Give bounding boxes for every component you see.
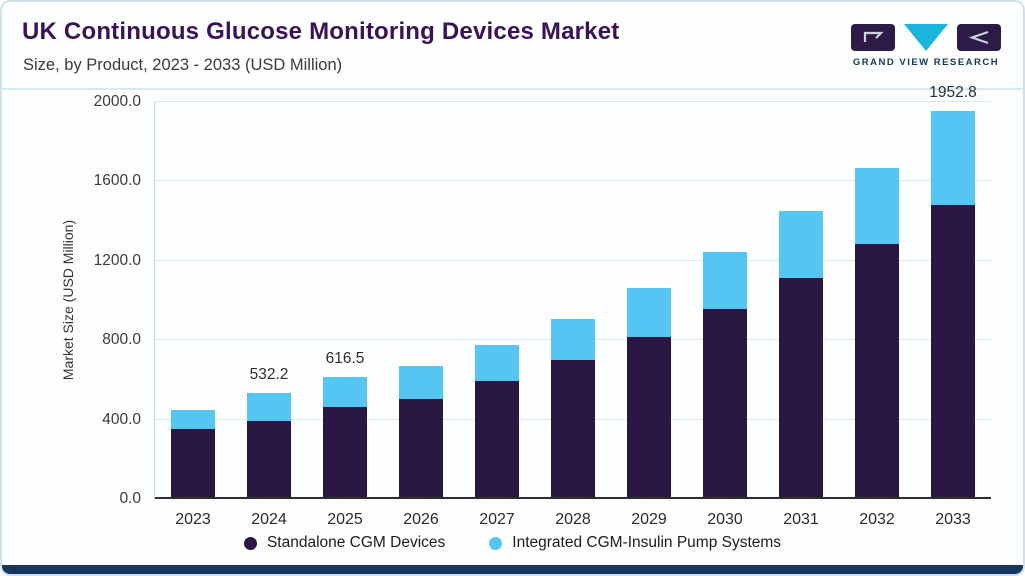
legend-swatch-integrated <box>489 536 503 550</box>
y-tick-label: 2000.0 <box>93 93 141 110</box>
bar-segment-standalone <box>551 360 595 499</box>
x-tick-label: 2028 <box>555 511 591 528</box>
chart-subtitle: Size, by Product, 2023 - 2033 (USD Milli… <box>23 56 343 74</box>
logo-shapes <box>851 24 1001 52</box>
x-tick-label: 2026 <box>403 511 439 528</box>
bar-segment-standalone <box>475 380 519 499</box>
logo-square-left <box>851 24 895 51</box>
x-tick-label: 2032 <box>859 511 895 528</box>
bar-segment-integrated <box>247 393 291 421</box>
logo-triangle-icon <box>904 24 948 51</box>
bar-2025 <box>323 376 367 499</box>
x-tick-label: 2029 <box>631 511 667 528</box>
bar-2030 <box>703 251 747 499</box>
bar-segment-standalone <box>703 309 747 499</box>
x-tick-label: 2023 <box>175 511 211 528</box>
x-tick-label: 2024 <box>251 511 287 528</box>
bar-segment-standalone <box>931 205 975 499</box>
x-axis-line <box>155 497 991 499</box>
bar-segment-integrated <box>323 376 367 408</box>
bar-segment-integrated <box>171 409 215 429</box>
logo-text: GRAND VIEW RESEARCH <box>852 57 1000 68</box>
header-divider <box>2 88 1023 90</box>
bar-segment-standalone <box>399 398 443 499</box>
x-tick-label: 2030 <box>707 511 743 528</box>
y-tick-label: 400.0 <box>102 410 141 428</box>
legend: Standalone CGM Devices Integrated CGM-In… <box>2 534 1023 552</box>
gridline <box>155 101 991 102</box>
bar-2027 <box>475 345 519 499</box>
x-tick-label: 2031 <box>783 511 819 528</box>
bar-segment-integrated <box>626 287 671 338</box>
bottom-accent-bar <box>2 565 1023 574</box>
bar-2029 <box>626 287 671 499</box>
legend-swatch-standalone <box>243 536 257 550</box>
bar-segment-integrated <box>855 167 899 244</box>
bar-2028 <box>551 319 595 499</box>
bar-value-label: 532.2 <box>249 366 289 384</box>
bar-segment-integrated <box>931 111 975 206</box>
legend-label-integrated: Integrated CGM-Insulin Pump Systems <box>512 534 782 551</box>
grand-view-research-logo: GRAND VIEW RESEARCH <box>851 24 1001 68</box>
y-tick-label: 0.0 <box>119 490 141 507</box>
y-tick-label: 1200.0 <box>93 251 141 269</box>
bar-segment-integrated <box>779 211 823 278</box>
legend-label-standalone: Standalone CGM Devices <box>266 534 446 551</box>
legend-item-integrated: Integrated CGM-Insulin Pump Systems <box>489 534 781 552</box>
bar-segment-integrated <box>475 345 519 381</box>
x-tick-label: 2033 <box>935 511 971 528</box>
bar-segment-standalone <box>626 337 671 499</box>
plot-area: 0.0 400.0 800.0 1200.0 1600.0 2000.0 2023 532.2… <box>94 84 991 528</box>
logo-square-right <box>957 24 1001 51</box>
bar-segment-standalone <box>779 277 823 499</box>
logo-left-glyph-icon <box>863 31 884 42</box>
logo-right-glyph-icon <box>968 30 989 45</box>
bar-2023 <box>171 409 215 499</box>
legend-item-standalone: Standalone CGM Devices <box>243 534 446 552</box>
x-tick-label: 2025 <box>327 511 363 528</box>
bar-segment-integrated <box>399 366 443 399</box>
bar-segment-standalone <box>855 243 899 499</box>
bar-segment-standalone <box>247 420 291 499</box>
y-axis-title: Market Size (USD Million) <box>60 219 76 381</box>
bar-2031 <box>779 211 823 499</box>
x-tick-label: 2027 <box>479 511 515 528</box>
bar-2026 <box>399 366 443 499</box>
bar-value-label: 1952.8 <box>929 84 977 102</box>
bar-2032 <box>855 167 899 499</box>
bar-segment-integrated <box>551 319 595 361</box>
gridline <box>155 259 991 261</box>
bar-segment-standalone <box>171 428 215 499</box>
chart-title: UK Continuous Glucose Monitoring Devices… <box>22 18 620 45</box>
y-tick-label: 800.0 <box>102 331 141 349</box>
bar-segment-integrated <box>703 251 747 310</box>
bar-2024 <box>247 393 291 499</box>
bar-2033 <box>931 111 975 499</box>
gridline <box>155 180 991 182</box>
bar-segment-standalone <box>323 407 367 499</box>
bar-value-label: 616.5 <box>325 349 365 367</box>
y-tick-label: 1600.0 <box>93 172 141 190</box>
